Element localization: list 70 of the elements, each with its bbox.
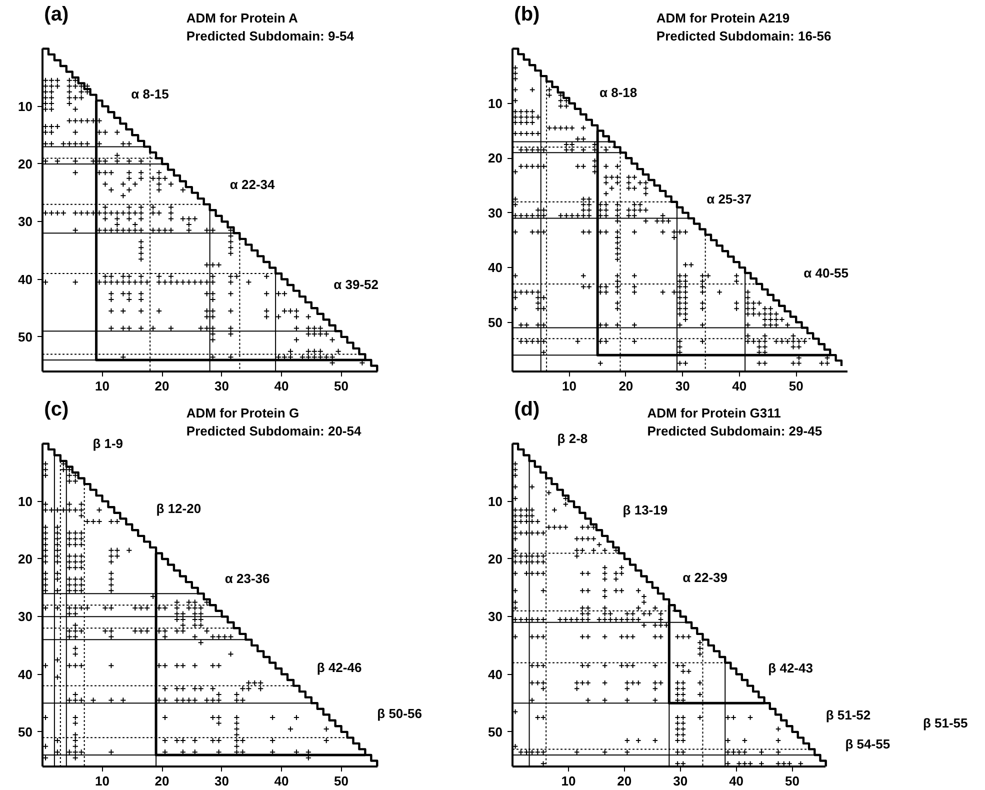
annotation: β 2-8 [557,431,588,446]
x-tick-label: 20 [617,774,632,788]
x-tick-label: 50 [788,378,804,394]
text: (c) [44,398,69,420]
y-tick-label: 50 [488,724,503,740]
x-tick-label: 40 [274,774,289,788]
x-tick-label: 30 [675,378,690,394]
y-tick-label: 30 [18,214,33,230]
x-tick-label: 20 [154,378,170,394]
x-tick-label: 20 [154,774,170,788]
text: β 50-56 [377,706,422,722]
y-tick-label: 30 [488,609,503,624]
annotation: β 42-43 [768,660,813,676]
annotation: α 8-18 [600,84,638,100]
x-tick-label: 50 [785,774,800,788]
text: β 54-55 [845,736,890,752]
chart-title: ADM for Protein G [186,406,300,421]
annotation: α 23-36 [224,571,270,586]
annotation: α 22-39 [682,570,728,585]
y-tick-label: 10 [488,96,503,111]
annotation: α 39-52 [334,276,378,292]
annotation: α 25-37 [706,191,752,206]
y-tick-label: 50 [18,724,33,740]
x-tick-label: 50 [334,774,349,788]
x-tick-label: 20 [618,378,634,394]
chart-title: ADM for Protein G311 [647,406,781,421]
y-tick-label: 40 [18,272,33,287]
x-tick-label: 30 [673,774,688,788]
text: β 51-55 [922,715,968,730]
y-tick-label: 20 [488,150,503,166]
annotation: β 51-52 [826,707,871,722]
x-tick-label: 10 [562,378,576,394]
annotation: β 12-20 [156,500,202,516]
chart-title: ADM for Protein A [186,10,298,26]
y-tick-label: 10 [488,494,503,509]
y-tick-label: 10 [18,98,33,114]
text: (d) [514,398,540,420]
y-tick-label: 20 [18,551,33,566]
chart-title: ADM for Protein A219 [656,10,790,26]
x-tick-label: 10 [561,774,576,788]
x-tick-label: 40 [729,774,744,788]
x-tick-label: 30 [214,774,230,788]
chart-subtitle: Predicted Subdomain: 29-45 [647,423,822,438]
annotation: α 8-15 [131,86,169,102]
y-tick-label: 20 [488,551,503,566]
x-tick-label: 40 [732,378,747,394]
chart-subtitle: Predicted Subdomain: 20-54 [186,423,362,438]
x-tick-label: 10 [95,774,110,788]
y-tick-label: 30 [18,609,33,624]
annotation: β 13-19 [622,502,668,518]
y-tick-label: 30 [488,205,503,220]
annotation: α 22-34 [230,176,276,192]
text: (b) [514,4,540,26]
x-tick-label: 50 [334,378,349,394]
x-tick-label: 40 [274,378,289,394]
annotation: α 40-55 [804,266,848,281]
y-tick-label: 50 [488,314,503,330]
y-tick-label: 40 [488,666,503,682]
chart-subtitle: Predicted Subdomain: 9-54 [186,28,355,44]
y-tick-label: 50 [18,329,33,344]
y-tick-label: 40 [488,260,503,276]
chart-subtitle: Predicted Subdomain: 16-56 [656,28,832,44]
annotation: β 42-46 [316,660,362,675]
x-tick-label: 10 [95,378,110,394]
y-tick-label: 20 [18,156,33,172]
annotation: β 1-9 [92,436,124,452]
y-tick-label: 40 [18,666,33,682]
x-tick-label: 30 [214,378,230,394]
text: (a) [44,4,69,26]
y-tick-label: 10 [18,494,33,509]
